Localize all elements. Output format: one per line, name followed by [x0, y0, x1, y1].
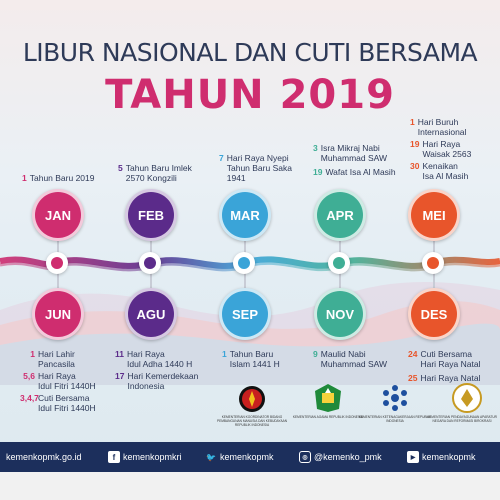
instagram-icon: ◎: [299, 451, 311, 463]
holiday-item: 19 Wafat Isa Al Masih: [313, 167, 396, 177]
holiday-item: 1 Hari Buruh Internasional: [410, 117, 467, 137]
holiday-item: 1 Hari Lahir Pancasila: [30, 349, 75, 369]
timeline-node: [328, 252, 350, 274]
month-circle-jun: JUN: [32, 288, 84, 340]
youtube-link[interactable]: ▶ kemenkopmk: [407, 451, 476, 463]
website-link[interactable]: kemenkopmk.go.id: [6, 452, 82, 462]
holiday-list-apr: 3 Isra Mikraj Nabi Muhammad SAW 19 Wafat I…: [313, 143, 408, 179]
holiday-list-jun: 1 Hari Lahir Pancasila 5,6 Hari Raya Idul …: [20, 349, 120, 415]
holiday-item: 7 Hari Raya Nyepi Tahun Baru Saka 1941: [219, 153, 292, 183]
holiday-list-mei: 1 Hari Buruh Internasional 19 Hari Raya Wa…: [410, 117, 500, 183]
timeline-node: [139, 252, 161, 274]
timeline-node: [422, 252, 444, 274]
holiday-item: 19 Hari Raya Waisak 2563: [410, 139, 472, 159]
month-circle-apr: APR: [314, 189, 366, 241]
youtube-icon: ▶: [407, 451, 419, 463]
holiday-item: 30 Kenaikan Isa Al Masih: [410, 161, 469, 181]
twitter-icon: 🐦: [206, 452, 216, 462]
holiday-list-nov: 9 Maulid Nabi Muhammad SAW: [313, 349, 408, 371]
holiday-item: 25 Hari Raya Natal: [408, 373, 481, 383]
kemenag-logo: [313, 383, 343, 413]
holiday-list-agu: 11 Hari Raya Idul Adha 1440 H 17 Hari Keme…: [115, 349, 215, 393]
social-footer: kemenkopmk.go.id f kemenkopmkri 🐦 kemenkop…: [0, 442, 500, 472]
holiday-item: 5 Tahun Baru Imlek 2570 Kongzili: [118, 163, 192, 183]
month-circle-sep: SEP: [219, 288, 271, 340]
holiday-list-jan: 1 Tahun Baru 2019: [22, 173, 122, 185]
holiday-item: 5,6 Hari Raya Idul Fitri 1440H: [23, 371, 96, 391]
holiday-item: 24 Cuti Bersama Hari Raya Natal: [408, 349, 481, 369]
twitter-link[interactable]: 🐦 kemenkopmk: [206, 452, 274, 462]
holiday-list-des: 24 Cuti Bersama Hari Raya Natal 25 Hari Ra…: [408, 349, 500, 385]
facebook-link[interactable]: f kemenkopmkri: [108, 451, 182, 463]
holiday-item: 3,4,7 Cuti Bersama Idul Fitri 1440H: [20, 393, 96, 413]
holiday-list-sep: 1 Tahun Baru Islam 1441 H: [222, 349, 312, 371]
logo-caption: KEMENTERIAN KETENAGAKERJAAN REPUBLIK IND…: [358, 415, 432, 423]
timeline-node: [46, 252, 68, 274]
holiday-item: 3 Isra Mikraj Nabi Muhammad SAW: [313, 143, 388, 163]
logo-caption: KEMENTERIAN PENDAYAGUNAAN APARATUR NEGAR…: [427, 415, 497, 423]
holiday-item: 17 Hari Kemerdekaan Indonesia: [115, 371, 199, 391]
logo-caption: KEMENTERIAN KOORDINATOR BIDANG PEMBANGUN…: [216, 415, 288, 427]
instagram-link[interactable]: ◎ @kemenko_pmk: [299, 451, 382, 463]
page-subtitle-year: TAHUN 2019: [105, 72, 395, 118]
holiday-item: 11 Hari Raya Idul Adha 1440 H: [115, 349, 193, 369]
month-circle-jan: JAN: [32, 189, 84, 241]
holiday-list-mar: 7 Hari Raya Nyepi Tahun Baru Saka 1941: [219, 153, 314, 185]
logo-caption: KEMENTERIAN AGAMA REPUBLIK INDONESIA: [292, 415, 364, 419]
month-circle-mei: MEI: [408, 189, 460, 241]
page-title: LIBUR NASIONAL DAN CUTI BERSAMA: [22, 38, 478, 67]
kemenko-pmk-logo: [238, 385, 266, 413]
month-circle-mar: MAR: [219, 189, 271, 241]
facebook-icon: f: [108, 451, 120, 463]
kemenpanrb-logo: [452, 383, 482, 413]
month-circle-feb: FEB: [125, 189, 177, 241]
holiday-item: 9 Maulid Nabi Muhammad SAW: [313, 349, 388, 369]
month-circle-des: DES: [408, 288, 460, 340]
holiday-list-feb: 5 Tahun Baru Imlek 2570 Kongzili: [118, 163, 213, 185]
month-circle-nov: NOV: [314, 288, 366, 340]
holiday-item: 1 Tahun Baru Islam 1441 H: [222, 349, 280, 369]
month-circle-agu: AGU: [125, 288, 177, 340]
holiday-item: 1 Tahun Baru 2019: [22, 173, 95, 183]
timeline-node: [233, 252, 255, 274]
bottom-margin: [0, 472, 500, 500]
kemnaker-logo: [380, 383, 410, 413]
